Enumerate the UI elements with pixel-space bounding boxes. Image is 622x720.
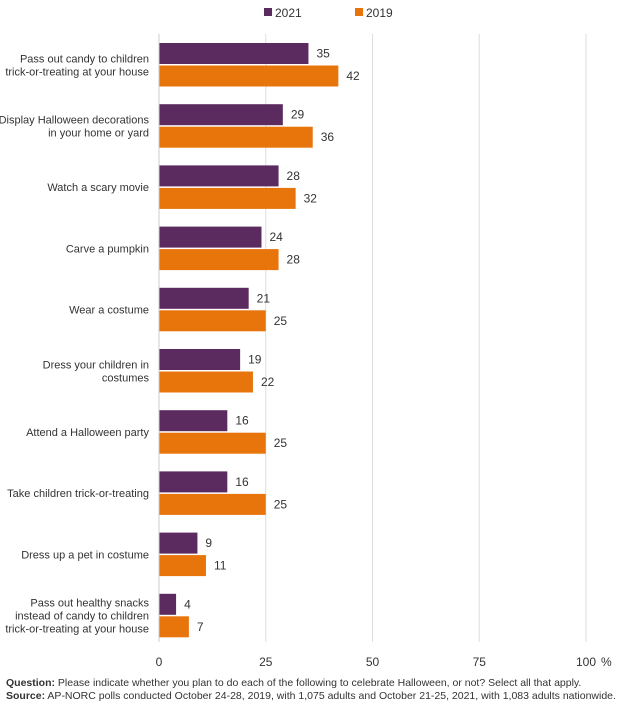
source-label: Source:: [6, 690, 46, 702]
category-label: Pass out candy to children trick-or-treat…: [5, 53, 149, 78]
category-label: Dress up a pet in costume: [21, 549, 149, 561]
data-label: 25: [274, 497, 288, 511]
x-tick-label: 50: [366, 655, 380, 669]
category-label-line: in your home or yard: [48, 127, 149, 139]
halloween-chart: 0 25 50 75 100 % 2021 2019 35 42 Pass out candy to…: [0, 6, 612, 669]
category-label-line: Dress your children in: [43, 359, 149, 371]
bar: [159, 226, 262, 248]
bar: [159, 310, 266, 332]
data-label: 28: [287, 169, 301, 183]
data-label: 28: [287, 253, 301, 267]
category-label-line: Display Halloween decorations: [0, 114, 149, 126]
bar: [159, 471, 228, 493]
category-label: Display Halloween decorations in your hom…: [0, 114, 149, 139]
bar: [159, 65, 339, 87]
bar: [159, 287, 249, 309]
legend-label: 2019: [366, 6, 393, 20]
category-label: Take children trick-or-treating: [7, 488, 149, 500]
x-tick-label: 75: [473, 655, 487, 669]
category-label: Wear a costume: [69, 305, 149, 317]
bar: [159, 165, 279, 187]
data-label: 7: [197, 620, 204, 634]
category-label-line: Dress up a pet in costume: [21, 549, 149, 561]
data-label: 22: [261, 375, 275, 389]
data-label: 19: [248, 353, 262, 367]
bar: [159, 593, 177, 615]
category-label-line: Carve a pumpkin: [66, 243, 149, 255]
category-label: Attend a Halloween party: [26, 427, 149, 439]
bar: [159, 126, 313, 148]
category-label: Dress your children in costumes: [43, 359, 150, 384]
bar: [159, 371, 253, 393]
x-tick-label: 100: [576, 655, 596, 669]
category-label-line: instead of candy to children: [15, 611, 149, 623]
data-label: 4: [184, 597, 191, 611]
bar: [159, 104, 283, 126]
category-label-line: costumes: [102, 372, 150, 384]
category-label-line: Wear a costume: [69, 305, 149, 317]
category-label: Pass out healthy snacks instead of candy …: [5, 598, 149, 636]
footnote: Question: Please indicate whether you pl…: [6, 677, 618, 703]
x-unit-label: %: [601, 655, 612, 669]
data-label: 25: [274, 436, 288, 450]
question-note: Question: Please indicate whether you pl…: [6, 677, 618, 690]
data-label: 24: [269, 230, 283, 244]
source-text: AP-NORC polls conducted October 24-28, 2…: [45, 690, 616, 702]
category-label-line: Take children trick-or-treating: [7, 488, 149, 500]
x-tick-label: 0: [156, 655, 163, 669]
legend-swatch: [355, 8, 363, 16]
data-label: 36: [321, 130, 335, 144]
category-label-line: Watch a scary movie: [47, 182, 149, 194]
data-label: 9: [205, 536, 212, 550]
category-label-line: Attend a Halloween party: [26, 427, 149, 439]
data-label: 29: [291, 108, 305, 122]
data-label: 11: [214, 559, 227, 573]
bar: [159, 616, 189, 638]
bar: [159, 532, 198, 554]
data-label: 21: [257, 291, 271, 305]
question-text: Please indicate whether you plan to do e…: [55, 677, 582, 689]
legend-swatch: [264, 8, 272, 16]
data-label: 16: [235, 475, 249, 489]
source-note: Source: AP-NORC polls conducted October …: [6, 690, 618, 703]
category-label-line: Pass out candy to children: [20, 53, 149, 65]
category-label-line: Pass out healthy snacks: [30, 598, 149, 610]
category-label: Watch a scary movie: [47, 182, 149, 194]
category-label-line: trick-or-treating at your house: [5, 624, 149, 636]
bar: [159, 43, 309, 64]
category-label: Carve a pumpkin: [66, 243, 149, 255]
data-label: 25: [274, 314, 288, 328]
category-label-line: trick-or-treating at your house: [5, 66, 149, 78]
bar: [159, 555, 206, 577]
bar: [159, 493, 266, 515]
bar: [159, 410, 228, 432]
question-label: Question:: [6, 677, 55, 689]
bar: [159, 249, 279, 271]
legend-label: 2021: [275, 6, 302, 20]
data-label: 32: [304, 191, 318, 205]
data-label: 35: [316, 47, 330, 61]
bar: [159, 349, 241, 370]
data-label: 16: [235, 414, 249, 428]
bar: [159, 187, 296, 209]
x-tick-label: 25: [259, 655, 273, 669]
bar: [159, 432, 266, 454]
data-label: 42: [346, 69, 360, 83]
